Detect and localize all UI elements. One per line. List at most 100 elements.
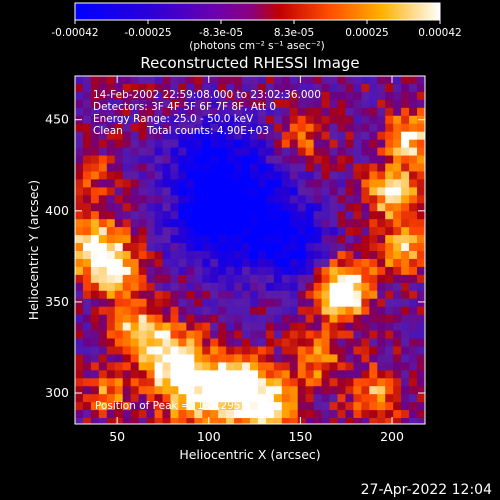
heatmap-cell bbox=[154, 107, 164, 117]
heatmap-cell bbox=[178, 187, 187, 196]
heatmap-cell bbox=[82, 251, 92, 260]
heatmap-cell bbox=[82, 187, 92, 196]
heatmap-cell bbox=[210, 76, 219, 85]
heatmap-cell bbox=[138, 370, 148, 379]
heatmap-cell bbox=[345, 346, 355, 356]
heatmap-cell bbox=[90, 378, 100, 387]
heatmap-cell bbox=[202, 243, 211, 252]
heatmap-cell bbox=[337, 386, 347, 395]
heatmap-cell bbox=[218, 171, 227, 181]
heatmap-cell bbox=[210, 330, 219, 340]
heatmap-cell bbox=[361, 83, 370, 93]
heatmap-cell bbox=[82, 410, 92, 419]
heatmap-cell bbox=[369, 131, 378, 141]
heatmap-cell bbox=[138, 76, 148, 85]
heatmap-cell bbox=[265, 346, 275, 356]
heatmap-cell bbox=[281, 370, 291, 379]
heatmap-cell bbox=[154, 346, 164, 356]
heatmap-cell bbox=[337, 179, 347, 188]
heatmap-cell bbox=[417, 235, 425, 244]
heatmap-cell bbox=[186, 163, 195, 173]
colorbar-tick-label: -0.00025 bbox=[124, 27, 171, 39]
heatmap-cell bbox=[82, 330, 92, 340]
y-tick-label: 400 bbox=[45, 203, 69, 218]
heatmap-cell bbox=[154, 187, 164, 196]
heatmap-cell bbox=[122, 338, 132, 348]
heatmap-cell bbox=[337, 91, 347, 101]
heatmap-cell bbox=[170, 402, 180, 411]
heatmap-cell bbox=[146, 131, 156, 141]
heatmap-cell bbox=[369, 314, 378, 324]
heatmap-cell bbox=[305, 235, 315, 244]
heatmap-cell bbox=[210, 394, 219, 403]
heatmap-cell bbox=[146, 402, 156, 411]
heatmap-cell bbox=[234, 354, 243, 363]
heatmap-cell bbox=[313, 76, 323, 85]
heatmap-cell bbox=[210, 123, 219, 133]
heatmap-cell bbox=[273, 282, 283, 292]
heatmap-cell bbox=[186, 266, 195, 276]
heatmap-cell bbox=[234, 195, 243, 204]
heatmap-cell bbox=[75, 274, 84, 284]
heatmap-cell bbox=[377, 235, 386, 244]
heatmap-cell bbox=[361, 330, 370, 340]
heatmap-cell bbox=[250, 179, 259, 188]
heatmap-cell bbox=[106, 282, 116, 292]
heatmap-cell bbox=[130, 243, 140, 252]
heatmap-cell bbox=[234, 211, 243, 220]
heatmap-cell bbox=[250, 290, 259, 300]
heatmap-cell bbox=[305, 107, 315, 117]
heatmap-cell bbox=[194, 163, 203, 173]
heatmap-cell bbox=[226, 306, 235, 316]
heatmap-cell bbox=[146, 83, 156, 93]
heatmap-cell bbox=[401, 155, 410, 165]
heatmap-cell bbox=[186, 290, 195, 300]
heatmap-cell bbox=[361, 298, 370, 308]
heatmap-cell bbox=[353, 123, 362, 133]
heatmap-cell bbox=[257, 274, 267, 284]
heatmap-cell bbox=[194, 219, 203, 228]
heatmap-cell bbox=[305, 346, 315, 356]
heatmap-cell bbox=[194, 251, 203, 260]
heatmap-cell bbox=[393, 386, 402, 395]
heatmap-cell bbox=[321, 251, 331, 260]
heatmap-cell bbox=[409, 418, 418, 424]
heatmap-cell bbox=[289, 131, 299, 141]
heatmap-cell bbox=[98, 131, 108, 141]
heatmap-cell bbox=[98, 251, 108, 260]
heatmap-cell bbox=[170, 179, 180, 188]
heatmap-cell bbox=[250, 107, 259, 117]
heatmap-cell bbox=[401, 402, 410, 411]
heatmap-cell bbox=[242, 123, 251, 133]
heatmap-cell bbox=[162, 91, 172, 101]
heatmap-cell bbox=[337, 282, 347, 292]
heatmap-cell bbox=[218, 346, 227, 356]
heatmap-cell bbox=[273, 227, 283, 236]
heatmap-cell bbox=[377, 290, 386, 300]
heatmap-cell bbox=[170, 163, 180, 173]
heatmap-cell bbox=[353, 147, 362, 157]
heatmap-cell bbox=[146, 298, 156, 308]
heatmap-cell bbox=[401, 251, 410, 260]
heatmap-cell bbox=[353, 370, 362, 379]
heatmap-cell bbox=[329, 83, 339, 93]
heatmap-cell bbox=[178, 227, 187, 236]
heatmap-cell bbox=[345, 410, 355, 419]
heatmap-cell bbox=[385, 83, 394, 93]
heatmap-cell bbox=[138, 147, 148, 157]
heatmap-cell bbox=[194, 410, 203, 419]
heatmap-cell bbox=[202, 171, 211, 181]
heatmap-cell bbox=[273, 155, 283, 165]
heatmap-cell bbox=[194, 266, 203, 276]
heatmap-cell bbox=[138, 298, 148, 308]
heatmap-cell bbox=[234, 251, 243, 260]
heatmap-cell bbox=[345, 298, 355, 308]
heatmap-cell bbox=[210, 378, 219, 387]
heatmap-cell bbox=[75, 139, 84, 149]
heatmap-cell bbox=[210, 266, 219, 276]
heatmap-cell bbox=[202, 346, 211, 356]
heatmap-cell bbox=[273, 418, 283, 424]
heatmap-cell bbox=[377, 203, 386, 212]
heatmap-cell bbox=[210, 131, 219, 141]
heatmap-cell bbox=[337, 298, 347, 308]
